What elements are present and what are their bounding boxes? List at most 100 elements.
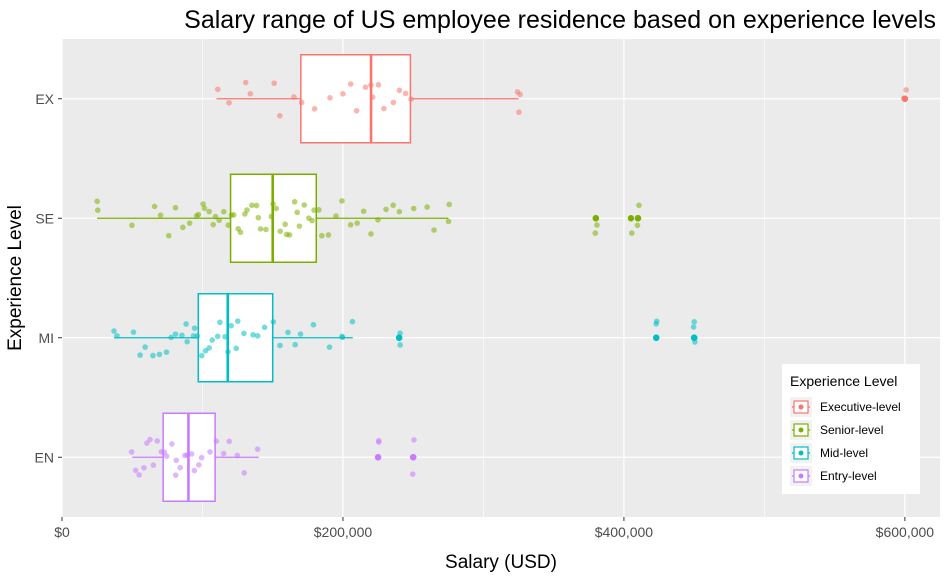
- outlier-point: [395, 334, 403, 341]
- legend-item-mi: Mid-level: [790, 443, 868, 463]
- jitter-point: [177, 464, 183, 471]
- jitter-point: [183, 321, 189, 327]
- jitter-point: [901, 95, 907, 101]
- jitter-point: [195, 211, 202, 218]
- jitter-point: [636, 202, 642, 209]
- jitter-point: [445, 218, 452, 225]
- jitter-point: [200, 201, 206, 207]
- jitter-point: [360, 208, 367, 215]
- chart-marks: [94, 54, 909, 502]
- jitter-point: [214, 86, 221, 93]
- x-tick-label: $400,000: [595, 524, 654, 540]
- jitter-point: [234, 318, 241, 324]
- jitter-point: [517, 91, 523, 98]
- jitter-point: [692, 339, 698, 345]
- jitter-point: [594, 222, 600, 228]
- jitter-point: [163, 349, 170, 355]
- jitter-point: [247, 90, 254, 97]
- jitter-point: [286, 232, 293, 238]
- jitter-point: [194, 333, 201, 339]
- jitter-point: [165, 232, 172, 239]
- jitter-point: [207, 449, 213, 455]
- jitter-point: [250, 332, 256, 338]
- jitter-point: [347, 81, 354, 87]
- jitter-point: [150, 462, 157, 468]
- jitter-point: [191, 467, 198, 474]
- jitter-point: [209, 337, 216, 343]
- jitter-point: [114, 333, 120, 339]
- jitter-point: [221, 208, 227, 215]
- jitter-point: [141, 464, 147, 471]
- jitter-point: [333, 213, 339, 219]
- jitter-point: [353, 107, 360, 114]
- jitter-point: [369, 94, 376, 100]
- jitter-point: [254, 333, 261, 339]
- x-tick-label: $0: [54, 524, 70, 540]
- jitter-point: [210, 221, 217, 228]
- box: [197, 293, 274, 383]
- jitter-point: [253, 202, 260, 209]
- x-axis-title: Salary (USD): [445, 552, 557, 573]
- legend: Experience Level Executive-level Senior-l…: [782, 364, 920, 494]
- jitter-point: [277, 342, 283, 349]
- legend-key-point: [798, 450, 804, 456]
- jitter-point: [362, 84, 369, 90]
- jitter-point: [368, 231, 374, 237]
- jitter-point: [241, 469, 248, 476]
- jitter-point: [311, 106, 318, 112]
- jitter-point: [446, 201, 453, 208]
- jitter-point: [375, 82, 382, 88]
- jitter-point: [319, 232, 325, 239]
- jitter-point: [376, 439, 382, 445]
- jitter-point: [424, 204, 430, 210]
- jitter-point: [309, 217, 315, 224]
- y-tick-label: EN: [35, 449, 54, 465]
- jitter-point: [310, 321, 317, 328]
- jitter-point: [226, 99, 232, 106]
- jitter-point: [237, 229, 244, 236]
- jitter-point: [186, 220, 193, 226]
- jitter-point: [261, 324, 268, 331]
- jitter-point: [241, 330, 247, 337]
- outlier-point: [627, 215, 635, 222]
- jitter-point: [291, 198, 298, 205]
- jitter-point: [172, 472, 179, 478]
- legend-key-point: [798, 427, 804, 433]
- jitter-point: [242, 79, 249, 86]
- jitter-point: [257, 226, 264, 232]
- jitter-point: [217, 319, 223, 326]
- y-tick-label: MI: [38, 330, 54, 346]
- jitter-point: [128, 449, 135, 455]
- jitter-point: [157, 212, 164, 218]
- jitter-point: [411, 437, 417, 443]
- legend-key-point: [798, 404, 804, 410]
- jitter-point: [136, 472, 142, 478]
- jitter-point: [268, 213, 275, 220]
- jitter-point: [225, 222, 232, 229]
- jitter-point: [311, 207, 317, 214]
- jitter-point: [201, 205, 208, 212]
- jitter-point: [222, 333, 228, 340]
- jitter-point: [230, 212, 237, 218]
- box-group-ex: [214, 54, 909, 144]
- jitter-point: [294, 209, 301, 216]
- jitter-point: [316, 207, 322, 213]
- jitter-point: [396, 87, 403, 94]
- jitter-point: [270, 201, 276, 207]
- jitter-point: [184, 338, 190, 345]
- outlier-point: [410, 454, 417, 461]
- jitter-point: [381, 105, 387, 112]
- jitter-point: [383, 206, 389, 213]
- outlier-point: [592, 215, 600, 222]
- y-axis-title: Experience Level: [5, 205, 26, 351]
- jitter-point: [273, 205, 280, 212]
- jitter-point: [270, 319, 277, 325]
- jitter-point: [234, 452, 241, 459]
- jitter-point: [634, 222, 641, 229]
- jitter-point: [291, 94, 297, 100]
- jitter-point: [592, 230, 599, 236]
- jitter-point: [168, 334, 174, 341]
- jitter-point: [216, 217, 222, 224]
- jitter-point: [296, 223, 303, 229]
